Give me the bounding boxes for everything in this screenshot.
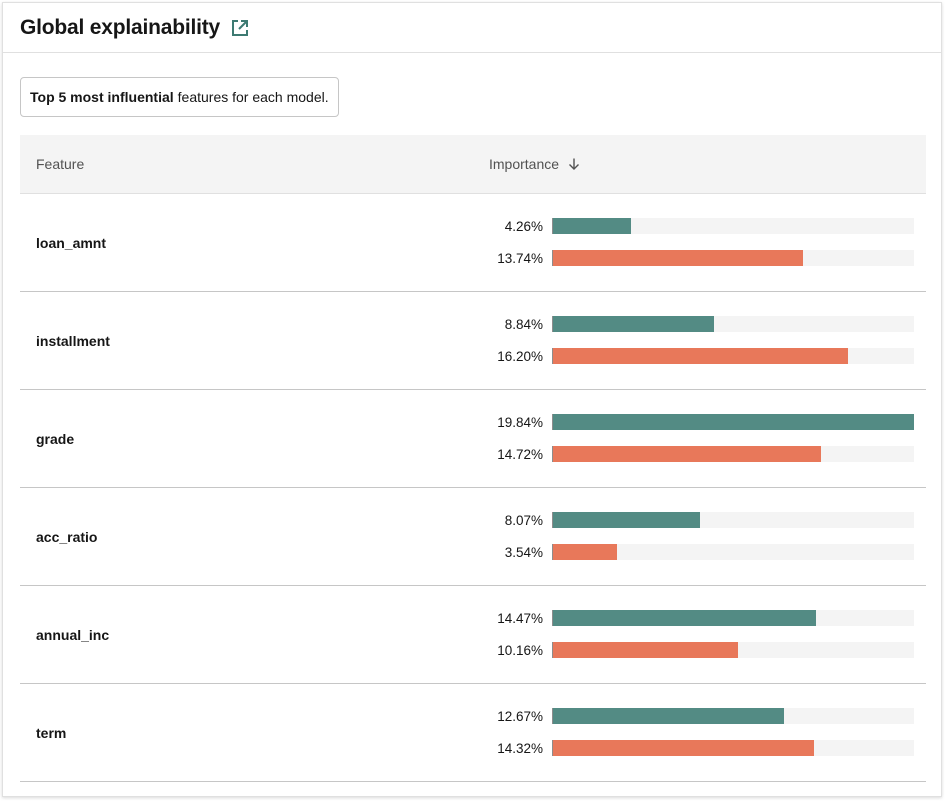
bar-track <box>552 708 914 724</box>
importance-value-label: 10.16% <box>497 642 543 658</box>
bar-fill <box>553 708 784 724</box>
importance-bar-b: 13.74% <box>440 250 914 266</box>
importance-value-label: 13.74% <box>497 250 543 266</box>
bar-fill <box>553 544 618 560</box>
bar-track <box>552 316 914 332</box>
feature-name: installment <box>36 332 110 349</box>
table-body: loan_amnt 4.26% 13.74% installment 8.84% 16.2… <box>20 194 926 782</box>
bar-fill <box>553 414 914 430</box>
bar-track <box>552 446 914 462</box>
table-row: installment 8.84% 16.20% <box>20 292 926 390</box>
importance-value-label: 12.67% <box>497 708 543 724</box>
arrow-down-icon-glyph <box>569 158 580 170</box>
table-row: acc_ratio 8.07% 3.54% <box>20 488 926 586</box>
importance-bar-b: 14.72% <box>440 446 914 462</box>
caption-tag: Top 5 most influential features for each… <box>20 77 339 117</box>
bar-fill <box>553 316 714 332</box>
table-row: annual_inc 14.47% 10.16% <box>20 586 926 684</box>
bar-track <box>552 610 914 626</box>
bar-fill <box>553 218 631 234</box>
importance-value-label: 14.47% <box>497 610 543 626</box>
table-row: loan_amnt 4.26% 13.74% <box>20 194 926 292</box>
table-row: grade 19.84% 14.72% <box>20 390 926 488</box>
caption-rest: features for each model. <box>177 89 329 105</box>
bar-track <box>552 218 914 234</box>
feature-importance-table: Feature Importance loan_amnt 4.26% 13.74% i… <box>20 135 926 782</box>
launch-icon[interactable] <box>230 18 250 38</box>
column-header-importance[interactable]: Importance <box>489 135 581 193</box>
importance-value-label: 3.54% <box>504 544 543 560</box>
importance-bar-b: 14.32% <box>440 740 914 756</box>
importance-value-label: 16.20% <box>497 348 543 364</box>
bar-track <box>552 544 914 560</box>
importance-bar-b: 16.20% <box>440 348 914 364</box>
bar-track <box>552 740 914 756</box>
feature-name: loan_amnt <box>36 234 107 251</box>
feature-name: acc_ratio <box>36 528 98 545</box>
bar-fill <box>553 446 821 462</box>
column-header-feature: Feature <box>36 135 84 193</box>
bar-fill <box>553 512 700 528</box>
panel-header: Global explainability <box>3 3 941 53</box>
feature-name: grade <box>36 430 75 447</box>
arrow-down-icon[interactable] <box>567 157 581 171</box>
bar-fill <box>553 740 814 756</box>
table-header: Feature Importance <box>20 135 926 194</box>
importance-bar-a: 14.47% <box>440 610 914 626</box>
launch-icon-glyph <box>232 19 249 36</box>
bar-fill <box>553 348 848 364</box>
importance-bar-a: 8.07% <box>440 512 914 528</box>
bar-track <box>552 348 914 364</box>
importance-bar-b: 10.16% <box>440 642 914 658</box>
importance-bar-a: 8.84% <box>440 316 914 332</box>
importance-value-label: 14.72% <box>497 446 543 462</box>
importance-value-label: 4.26% <box>504 218 543 234</box>
importance-bar-a: 12.67% <box>440 708 914 724</box>
bar-fill <box>553 642 738 658</box>
importance-value-label: 14.32% <box>497 740 543 756</box>
feature-name: annual_inc <box>36 626 110 643</box>
panel-title: Global explainability <box>20 15 221 39</box>
importance-bar-a: 19.84% <box>440 414 914 430</box>
caption-bold: Top 5 most influential <box>30 89 174 105</box>
bar-track <box>552 414 914 430</box>
importance-value-label: 8.84% <box>504 316 543 332</box>
importance-bar-b: 3.54% <box>440 544 914 560</box>
table-row: term 12.67% 14.32% <box>20 684 926 782</box>
bar-track <box>552 642 914 658</box>
feature-name: term <box>36 724 67 741</box>
importance-bar-a: 4.26% <box>440 218 914 234</box>
bar-track <box>552 512 914 528</box>
bar-track <box>552 250 914 266</box>
bar-fill <box>553 250 803 266</box>
importance-value-label: 19.84% <box>497 414 543 430</box>
importance-value-label: 8.07% <box>504 512 543 528</box>
column-header-importance-label: Importance <box>489 156 560 172</box>
column-header-feature-label: Feature <box>36 156 85 172</box>
bar-fill <box>553 610 817 626</box>
